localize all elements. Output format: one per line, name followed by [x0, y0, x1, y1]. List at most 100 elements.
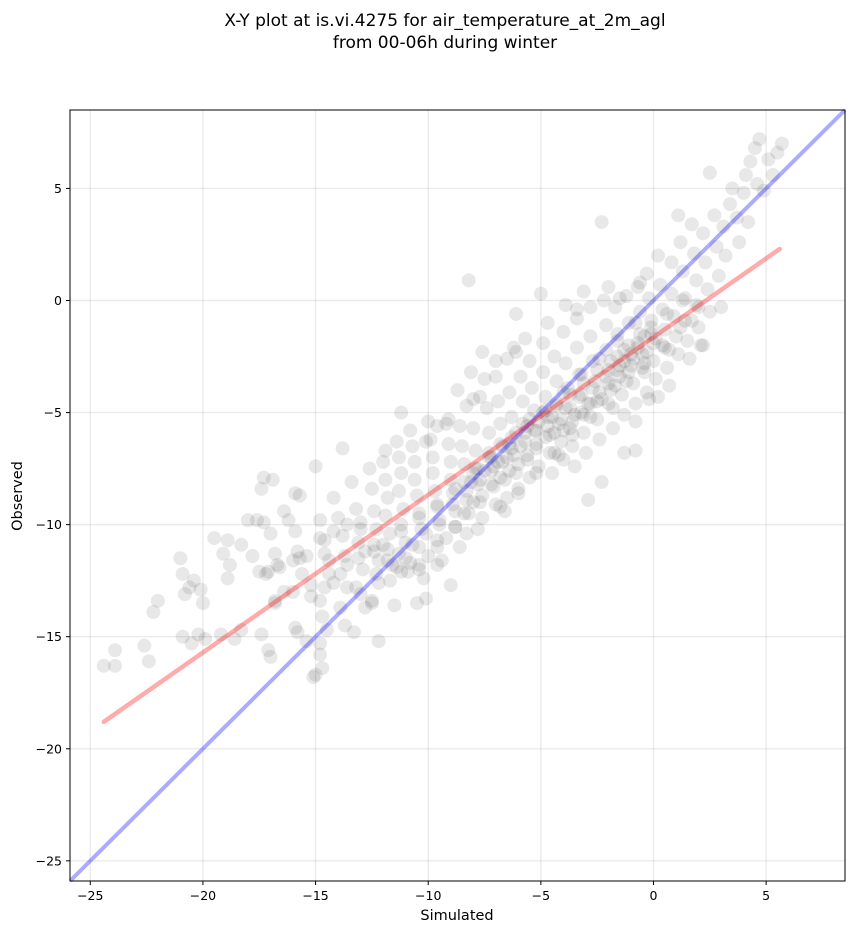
- data-point: [563, 387, 578, 402]
- data-point: [313, 531, 328, 546]
- data-point: [644, 320, 659, 335]
- data-point: [603, 383, 618, 398]
- data-point: [484, 477, 499, 492]
- data-point: [351, 551, 366, 566]
- data-point: [538, 430, 553, 445]
- data-point: [268, 596, 283, 611]
- data-point: [641, 291, 656, 306]
- data-point: [522, 354, 537, 369]
- data-point: [448, 519, 463, 534]
- data-point: [394, 466, 409, 481]
- data-point: [774, 136, 789, 151]
- data-point: [520, 448, 535, 463]
- data-point: [623, 347, 638, 362]
- data-point: [635, 347, 650, 362]
- data-point: [256, 470, 271, 485]
- data-point: [632, 275, 647, 290]
- data-point: [702, 304, 717, 319]
- data-point: [560, 380, 575, 395]
- data-point: [675, 293, 690, 308]
- data-point: [637, 356, 652, 371]
- data-point: [364, 596, 379, 611]
- data-point: [281, 513, 296, 528]
- data-point: [518, 434, 533, 449]
- data-point: [292, 551, 307, 566]
- data-point: [378, 508, 393, 523]
- data-point: [608, 378, 623, 393]
- data-point: [108, 643, 123, 658]
- data-point: [391, 450, 406, 465]
- x-tick-label: 5: [762, 888, 770, 903]
- data-point: [322, 566, 337, 581]
- data-point: [326, 490, 341, 505]
- data-point: [610, 333, 625, 348]
- data-point: [662, 342, 677, 357]
- data-point: [556, 324, 571, 339]
- data-point: [648, 371, 663, 386]
- data-point: [583, 410, 598, 425]
- data-point: [290, 544, 305, 559]
- data-point: [364, 593, 379, 608]
- data-point: [308, 459, 323, 474]
- x-tick-label: −10: [415, 888, 441, 903]
- data-point: [439, 416, 454, 431]
- data-point: [479, 401, 494, 416]
- data-point: [522, 412, 537, 427]
- data-point: [700, 282, 715, 297]
- regression-fit-line: [101, 246, 782, 725]
- data-point: [497, 472, 512, 487]
- data-point: [522, 470, 537, 485]
- data-point: [495, 439, 510, 454]
- data-point: [576, 425, 591, 440]
- y-tick-label: −10: [36, 517, 62, 532]
- data-point: [515, 394, 530, 409]
- data-point: [418, 526, 433, 541]
- data-point: [193, 582, 208, 597]
- data-point: [177, 587, 192, 602]
- data-point: [473, 495, 488, 510]
- data-point: [569, 302, 584, 317]
- data-point: [569, 340, 584, 355]
- data-point: [416, 571, 431, 586]
- y-tick-label: 5: [54, 181, 62, 196]
- data-point: [574, 387, 589, 402]
- data-point: [277, 504, 292, 519]
- data-point: [518, 331, 533, 346]
- data-point: [459, 526, 474, 541]
- data-point: [630, 336, 645, 351]
- data-point: [394, 524, 409, 539]
- data-point: [396, 501, 411, 516]
- data-point: [551, 448, 566, 463]
- data-point: [477, 371, 492, 386]
- data-point: [398, 535, 413, 550]
- data-point: [572, 389, 587, 404]
- data-point: [608, 300, 623, 315]
- data-point: [409, 596, 424, 611]
- data-point: [644, 313, 659, 328]
- data-point: [687, 246, 702, 261]
- data-point: [317, 580, 332, 595]
- data-point: [382, 526, 397, 541]
- data-point: [756, 183, 771, 198]
- data-point: [470, 522, 485, 537]
- data-point: [207, 531, 222, 546]
- data-point: [596, 293, 611, 308]
- data-point: [349, 501, 364, 516]
- data-point: [689, 297, 704, 312]
- data-point: [256, 515, 271, 530]
- data-point: [632, 327, 647, 342]
- data-point: [421, 414, 436, 429]
- data-point: [457, 506, 472, 521]
- data-point: [400, 564, 415, 579]
- data-point: [497, 504, 512, 519]
- reference-lines: [68, 108, 847, 883]
- data-point: [509, 425, 524, 440]
- data-point: [450, 383, 465, 398]
- data-point: [220, 533, 235, 548]
- data-point: [475, 345, 490, 360]
- data-point: [268, 593, 283, 608]
- data-point: [565, 439, 580, 454]
- y-tick-label: −5: [44, 405, 62, 420]
- x-tick-label: −15: [302, 888, 328, 903]
- data-point: [455, 439, 470, 454]
